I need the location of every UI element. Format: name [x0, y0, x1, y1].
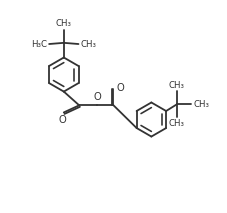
Text: H₃C: H₃C [31, 40, 47, 49]
Text: CH₃: CH₃ [56, 19, 72, 28]
Text: CH₃: CH₃ [80, 40, 96, 49]
Text: O: O [93, 92, 101, 102]
Text: CH₃: CH₃ [169, 81, 185, 90]
Text: CH₃: CH₃ [193, 100, 209, 109]
Text: O: O [59, 115, 67, 125]
Text: CH₃: CH₃ [169, 119, 185, 128]
Text: O: O [116, 83, 124, 93]
